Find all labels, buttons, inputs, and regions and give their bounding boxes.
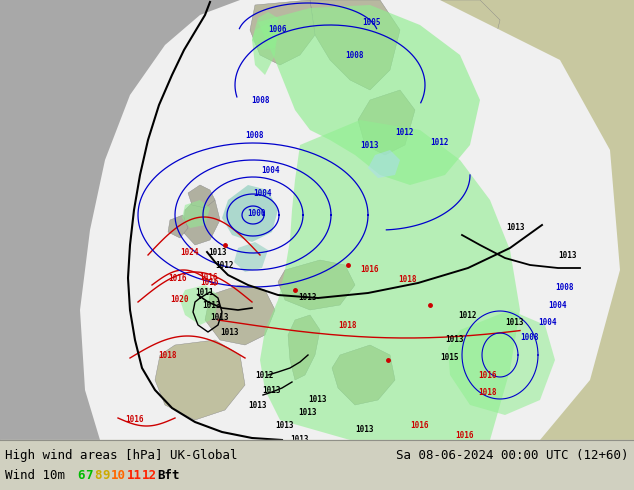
Polygon shape <box>390 0 634 440</box>
Polygon shape <box>252 22 280 50</box>
Text: 1015: 1015 <box>440 353 458 362</box>
Text: 1008: 1008 <box>251 96 269 104</box>
Polygon shape <box>205 285 275 345</box>
Text: 1013: 1013 <box>210 313 228 322</box>
Bar <box>0 440 634 490</box>
Text: 1018: 1018 <box>398 275 417 284</box>
Text: 1013: 1013 <box>262 386 280 395</box>
Text: 1018: 1018 <box>478 388 496 397</box>
Polygon shape <box>260 120 520 440</box>
Text: 1016: 1016 <box>455 431 474 440</box>
Text: 1013: 1013 <box>220 328 238 337</box>
Text: 1012: 1012 <box>458 311 477 320</box>
Text: High wind areas [hPa] UK-Global: High wind areas [hPa] UK-Global <box>5 448 238 462</box>
Text: 1016: 1016 <box>125 415 143 424</box>
Text: 1012: 1012 <box>255 371 273 380</box>
Text: 1018: 1018 <box>158 351 176 360</box>
Text: 1008: 1008 <box>345 51 363 60</box>
Text: 1016: 1016 <box>478 371 496 380</box>
Polygon shape <box>182 200 210 228</box>
Polygon shape <box>183 195 220 245</box>
Polygon shape <box>332 345 395 405</box>
Text: Sa 08-06-2024 00:00 UTC (12+60): Sa 08-06-2024 00:00 UTC (12+60) <box>396 448 629 462</box>
Polygon shape <box>222 185 278 242</box>
Text: 1004: 1004 <box>261 166 279 174</box>
Text: 1006: 1006 <box>268 25 287 34</box>
Text: 12: 12 <box>142 468 157 482</box>
Text: 6: 6 <box>77 468 84 482</box>
Text: 1000: 1000 <box>247 209 265 218</box>
Polygon shape <box>168 215 188 238</box>
Text: Bft: Bft <box>157 468 180 482</box>
Text: 1008: 1008 <box>520 333 538 342</box>
Text: 1016: 1016 <box>410 421 429 430</box>
Text: 1013: 1013 <box>445 335 463 344</box>
Text: 7: 7 <box>86 468 93 482</box>
Text: 1013: 1013 <box>290 435 309 444</box>
Text: 9: 9 <box>103 468 110 482</box>
Polygon shape <box>315 0 500 110</box>
Text: 1013: 1013 <box>248 401 266 410</box>
Text: 1013: 1013 <box>275 421 294 430</box>
Text: 1013: 1013 <box>558 251 576 260</box>
Text: 1004: 1004 <box>538 318 557 327</box>
Text: 1016: 1016 <box>199 273 217 282</box>
Polygon shape <box>288 315 320 380</box>
Text: 1012: 1012 <box>430 138 448 147</box>
Polygon shape <box>310 0 400 90</box>
Polygon shape <box>278 260 355 310</box>
Text: 1013: 1013 <box>505 318 524 327</box>
Text: 1013: 1013 <box>308 395 327 404</box>
Text: 1004: 1004 <box>548 301 567 310</box>
Text: 1004: 1004 <box>253 189 271 197</box>
Text: 1012: 1012 <box>395 128 413 137</box>
Text: 1012: 1012 <box>215 261 233 270</box>
Text: 1013: 1013 <box>506 223 524 232</box>
Text: Wind 10m: Wind 10m <box>5 468 65 482</box>
Text: 1013: 1013 <box>298 293 316 302</box>
Text: 10: 10 <box>111 468 126 482</box>
Text: 1024: 1024 <box>180 248 198 257</box>
Text: 1008: 1008 <box>246 130 264 140</box>
Text: 1008: 1008 <box>555 283 574 292</box>
Polygon shape <box>252 12 278 75</box>
Text: 1013: 1013 <box>208 248 226 257</box>
Text: 8: 8 <box>94 468 101 482</box>
Text: 11: 11 <box>127 468 141 482</box>
Text: 1013: 1013 <box>298 408 316 417</box>
Text: 1005: 1005 <box>362 18 380 27</box>
Polygon shape <box>252 0 315 35</box>
Text: 1013: 1013 <box>355 425 373 434</box>
Polygon shape <box>258 5 480 185</box>
Polygon shape <box>250 0 315 65</box>
Text: 1016: 1016 <box>360 265 378 274</box>
Polygon shape <box>368 150 400 178</box>
Text: 1013: 1013 <box>348 441 366 450</box>
Text: 1013: 1013 <box>360 141 378 150</box>
Polygon shape <box>188 185 215 208</box>
Polygon shape <box>358 90 415 155</box>
Polygon shape <box>234 242 268 272</box>
Text: 1016: 1016 <box>200 278 219 287</box>
Text: 1011: 1011 <box>195 288 214 297</box>
Polygon shape <box>448 310 555 415</box>
Bar <box>0 0 634 440</box>
Text: 1020: 1020 <box>170 295 188 304</box>
Polygon shape <box>155 340 245 420</box>
Text: 1018: 1018 <box>338 321 356 330</box>
Polygon shape <box>80 0 620 440</box>
Text: 1016: 1016 <box>168 274 186 283</box>
Text: 1013: 1013 <box>202 301 221 310</box>
Polygon shape <box>180 285 218 325</box>
